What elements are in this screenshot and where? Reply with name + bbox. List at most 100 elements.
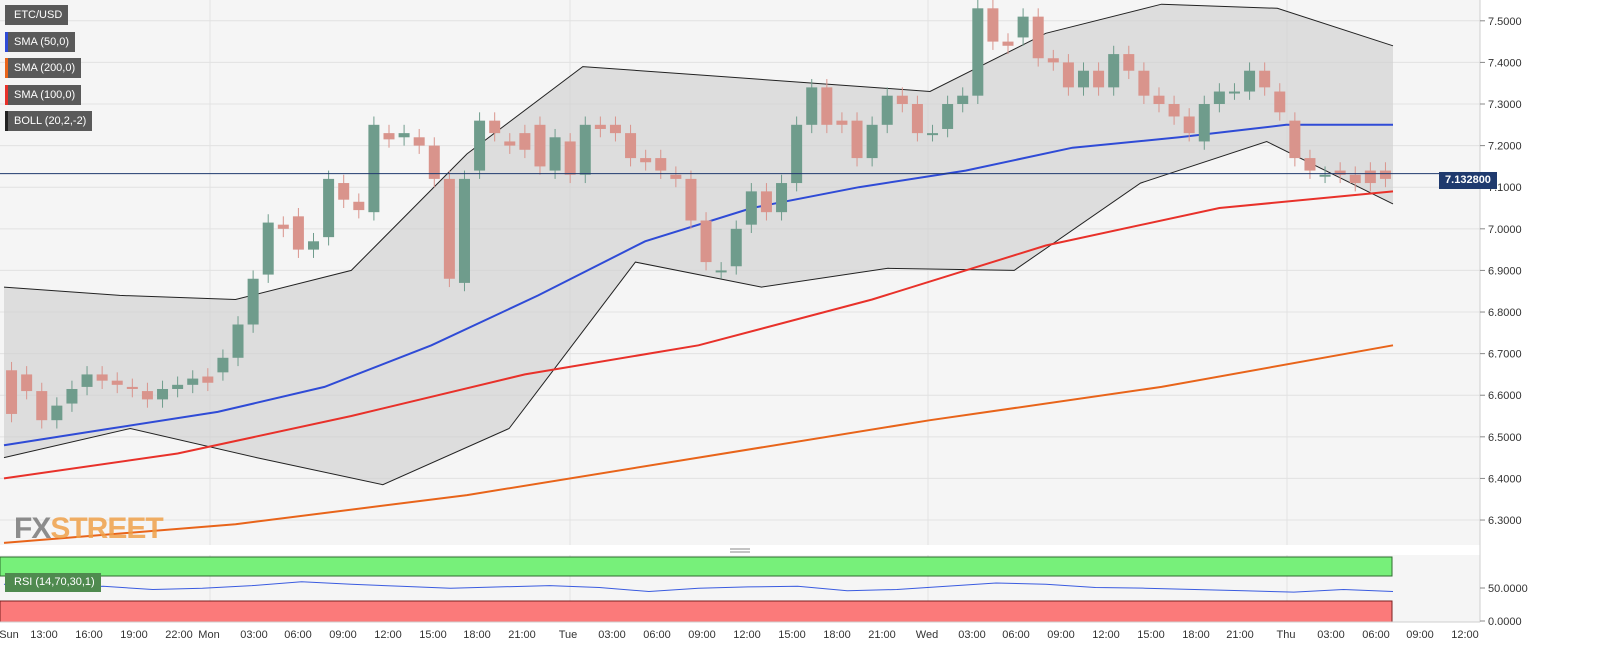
- x-tick-label: Tue: [559, 629, 578, 641]
- candle-body: [443, 178, 455, 279]
- x-tick-label: 03:00: [1317, 629, 1345, 641]
- candle-body: [368, 124, 380, 213]
- bollinger-upper-line: [3, 3, 1394, 301]
- legend-sma200-label: SMA (200,0): [14, 62, 76, 74]
- x-tick-label: Wed: [916, 629, 938, 641]
- candle-body: [458, 178, 470, 283]
- candle-body: [1334, 170, 1346, 175]
- candle-body: [338, 183, 350, 200]
- candle-body: [1138, 70, 1150, 96]
- x-tick-label: 12:00: [1451, 629, 1479, 641]
- rsi-tick-label: 0.0000: [1488, 616, 1522, 628]
- candle-body: [66, 388, 78, 404]
- candle-body: [1349, 174, 1361, 184]
- candle-body: [1032, 16, 1044, 59]
- candle-body: [51, 405, 63, 421]
- candle-body: [141, 391, 153, 400]
- candle-body: [247, 278, 259, 325]
- legend-sma200[interactable]: SMA (200,0): [5, 58, 82, 78]
- candle-body: [1002, 41, 1014, 46]
- x-tick-label: 21:00: [508, 629, 536, 641]
- candle-body: [1228, 91, 1240, 94]
- candle-body: [942, 104, 954, 129]
- x-tick-label: Mon: [198, 629, 219, 641]
- candle-body: [277, 224, 289, 229]
- rsi-oversold-zone: [0, 600, 1393, 623]
- candle-body: [715, 270, 727, 273]
- legend-boll-label: BOLL (20,2,-2): [14, 115, 87, 127]
- candle-body: [157, 388, 169, 400]
- candle-body: [881, 95, 893, 125]
- candle-body: [489, 120, 501, 134]
- y-tick-label: 6.4000: [1488, 473, 1522, 485]
- x-tick-label: 12:00: [733, 629, 761, 641]
- boll-swatch: [5, 111, 8, 131]
- y-tick-label: 6.3000: [1488, 515, 1522, 527]
- x-tick-label: Sun: [0, 629, 19, 641]
- bollinger-lower-line: [3, 140, 1394, 486]
- legend-rsi[interactable]: RSI (14,70,30,1): [5, 573, 101, 592]
- candle-body: [534, 124, 546, 167]
- y-tick-label: 7.3000: [1488, 99, 1522, 111]
- legend-sma50[interactable]: SMA (50,0): [5, 32, 76, 52]
- x-tick-label: 09:00: [1406, 629, 1434, 641]
- candle-body: [1289, 120, 1301, 159]
- candle-body: [1062, 62, 1074, 88]
- candle-body: [1198, 104, 1210, 142]
- y-tick-label: 7.4000: [1488, 57, 1522, 69]
- legend-sma100[interactable]: SMA (100,0): [5, 85, 82, 105]
- current-price-tag: 7.132800: [1439, 172, 1497, 189]
- sma100-swatch: [5, 85, 8, 105]
- candle-body: [323, 178, 335, 238]
- candle-body: [383, 133, 395, 140]
- x-tick-label: 06:00: [284, 629, 312, 641]
- x-tick-label: 18:00: [1182, 629, 1210, 641]
- candle-body: [957, 95, 969, 105]
- candle-body: [353, 201, 365, 211]
- candle-body: [504, 141, 516, 146]
- y-tick-label: 7.2000: [1488, 141, 1522, 153]
- candle-body: [640, 158, 652, 163]
- legend-symbol[interactable]: ETC/USD: [5, 5, 69, 25]
- candle-body: [21, 374, 33, 392]
- x-tick-label: 15:00: [778, 629, 806, 641]
- legend-sma100-label: SMA (100,0): [14, 89, 76, 101]
- x-tick-label: 19:00: [120, 629, 148, 641]
- sma100-line: [3, 190, 1394, 480]
- candle-body: [670, 174, 682, 179]
- x-tick-label: 09:00: [688, 629, 716, 641]
- candle-body: [625, 133, 637, 159]
- candle-body: [428, 145, 440, 179]
- candle-body: [609, 124, 621, 134]
- y-tick-label: 6.5000: [1488, 432, 1522, 444]
- candle-body: [126, 386, 138, 389]
- candle-body: [1168, 104, 1180, 117]
- candle-body: [1093, 70, 1105, 88]
- sma200-swatch: [5, 58, 8, 78]
- candle-body: [836, 120, 848, 125]
- candle-body: [413, 137, 425, 146]
- candle-body: [549, 137, 561, 171]
- candle-body: [519, 133, 531, 150]
- legend-boll[interactable]: BOLL (20,2,-2): [5, 111, 93, 131]
- candle-body: [1123, 54, 1135, 71]
- candle-body: [851, 120, 863, 159]
- x-tick-label: Thu: [1277, 629, 1296, 641]
- candle-body: [292, 216, 304, 250]
- x-tick-label: 18:00: [463, 629, 491, 641]
- candle-body: [1274, 91, 1286, 113]
- candle-body: [866, 124, 878, 159]
- candle-body: [821, 87, 833, 125]
- candle-body: [474, 120, 486, 171]
- candle-body: [1244, 70, 1256, 92]
- sma200-line: [3, 344, 1394, 544]
- candle-body: [111, 380, 123, 385]
- candle-body: [36, 391, 48, 421]
- candle-body: [1108, 54, 1120, 88]
- x-tick-label: 09:00: [1047, 629, 1075, 641]
- candle-body: [700, 220, 712, 263]
- candle-body: [308, 241, 320, 250]
- x-tick-label: 21:00: [868, 629, 896, 641]
- rsi-line: [3, 581, 1394, 593]
